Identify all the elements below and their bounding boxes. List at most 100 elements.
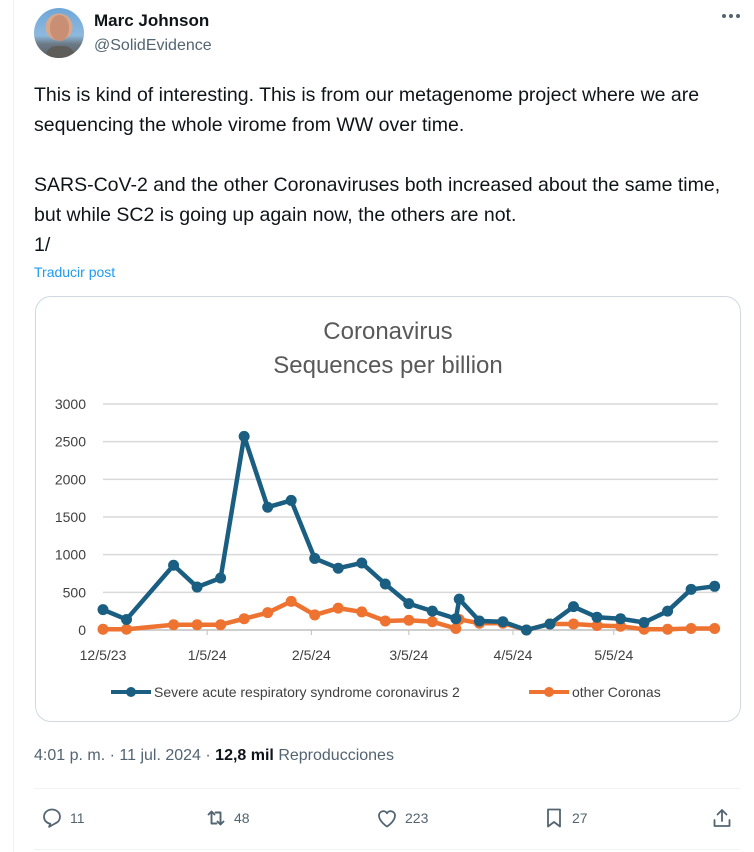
data-point bbox=[450, 613, 462, 625]
y-tick-label: 1500 bbox=[55, 509, 86, 525]
x-tick-label: 12/5/23 bbox=[80, 647, 127, 663]
data-point bbox=[615, 620, 627, 632]
y-tick-label: 2500 bbox=[55, 434, 86, 450]
repost-arrows-icon bbox=[207, 810, 225, 826]
data-point bbox=[403, 614, 415, 626]
y-tick-label: 2000 bbox=[55, 471, 86, 487]
data-point bbox=[285, 494, 297, 506]
data-point bbox=[168, 559, 180, 571]
data-point bbox=[332, 602, 344, 614]
data-point bbox=[591, 619, 603, 631]
y-tick-label: 1000 bbox=[55, 547, 86, 563]
views-label: Reproducciones bbox=[278, 747, 394, 764]
share-upload-icon bbox=[713, 809, 731, 827]
x-tick-label: 5/5/24 bbox=[594, 647, 633, 663]
chart-image[interactable]: Coronavirus Sequences per billion 0 500 10… bbox=[35, 296, 741, 722]
speech-bubble-icon bbox=[43, 808, 61, 828]
data-point bbox=[309, 552, 321, 564]
legend-label-sars-cov-2: Severe acute respiratory syndrome corona… bbox=[154, 684, 460, 700]
data-point bbox=[685, 583, 697, 595]
timeline-divider bbox=[13, 0, 14, 852]
x-tick-label: 2/5/24 bbox=[292, 647, 331, 663]
bookmark-icon bbox=[547, 808, 561, 828]
y-tick-label: 3000 bbox=[55, 396, 86, 412]
x-tick-label: 3/5/24 bbox=[389, 647, 428, 663]
author-name[interactable]: Marc Johnson bbox=[94, 11, 210, 30]
post-meta: 4:01 p. m. · 11 jul. 2024 · 12,8 mil Rep… bbox=[34, 747, 394, 765]
data-point bbox=[191, 619, 203, 631]
data-point bbox=[309, 609, 321, 621]
data-point bbox=[97, 604, 109, 616]
post-date[interactable]: 11 jul. 2024 bbox=[119, 747, 201, 764]
divider bbox=[34, 849, 740, 850]
data-point bbox=[215, 572, 227, 584]
y-tick-label: 500 bbox=[63, 584, 87, 600]
bookmark-button[interactable]: 27 bbox=[542, 806, 588, 830]
legend-label-other-coronas: other Coronas bbox=[572, 684, 661, 700]
views-count: 12,8 mil bbox=[215, 747, 274, 764]
data-point bbox=[238, 613, 250, 625]
translate-post-link[interactable]: Traducir post bbox=[34, 264, 116, 280]
data-point bbox=[615, 613, 627, 625]
data-point bbox=[356, 606, 368, 618]
data-point bbox=[191, 581, 203, 593]
data-point bbox=[262, 607, 274, 619]
data-point bbox=[426, 605, 438, 617]
like-count: 223 bbox=[405, 810, 429, 826]
data-point bbox=[285, 595, 297, 607]
data-point bbox=[662, 605, 674, 617]
post-time[interactable]: 4:01 p. m. bbox=[34, 747, 106, 764]
data-point bbox=[520, 624, 532, 636]
data-point bbox=[168, 619, 180, 631]
reply-button[interactable]: 11 bbox=[40, 806, 85, 830]
divider bbox=[34, 788, 740, 789]
heart-icon bbox=[378, 810, 396, 828]
y-tick-label: 0 bbox=[78, 622, 86, 638]
data-point bbox=[379, 615, 391, 627]
data-point bbox=[497, 616, 509, 628]
line-chart: Coronavirus Sequences per billion 0 500 10… bbox=[55, 318, 721, 700]
data-point bbox=[450, 622, 462, 634]
data-point bbox=[332, 562, 344, 574]
chart-title: Coronavirus bbox=[323, 318, 452, 345]
legend-marker-other-coronas bbox=[544, 687, 554, 697]
meta-separator: · bbox=[109, 747, 115, 764]
data-point bbox=[567, 601, 579, 613]
bookmark-count: 27 bbox=[572, 810, 588, 826]
data-point bbox=[121, 613, 133, 625]
x-tick-label: 4/5/24 bbox=[494, 647, 533, 663]
chart-legend: Severe acute respiratory syndrome corona… bbox=[111, 684, 661, 700]
author-handle[interactable]: @SolidEvidence bbox=[94, 37, 212, 54]
data-point bbox=[567, 618, 579, 630]
data-point bbox=[215, 619, 227, 631]
data-point bbox=[473, 615, 485, 627]
data-point bbox=[238, 430, 250, 442]
repost-count: 48 bbox=[234, 810, 250, 826]
data-point bbox=[662, 623, 674, 635]
data-point bbox=[426, 616, 438, 628]
avatar-shirt bbox=[46, 46, 74, 58]
series-sars-cov-2 bbox=[97, 430, 721, 636]
data-point bbox=[379, 578, 391, 590]
like-button[interactable]: 223 bbox=[375, 806, 428, 830]
more-horizontal-icon[interactable] bbox=[722, 14, 740, 18]
data-point bbox=[121, 623, 133, 635]
x-tick-label: 1/5/24 bbox=[188, 647, 227, 663]
data-point bbox=[403, 598, 415, 610]
share-button[interactable] bbox=[710, 806, 734, 830]
avatar-head bbox=[50, 15, 69, 41]
action-bar: 11 48 223 27 bbox=[34, 806, 740, 836]
repost-button[interactable]: 48 bbox=[204, 806, 250, 830]
meta-separator: · bbox=[205, 747, 211, 764]
avatar[interactable] bbox=[34, 8, 84, 58]
chart-subtitle: Sequences per billion bbox=[273, 352, 503, 379]
data-point bbox=[544, 618, 556, 630]
data-point bbox=[638, 616, 650, 628]
data-point bbox=[591, 611, 603, 623]
reply-count: 11 bbox=[70, 810, 85, 826]
tweet-text: This is kind of interesting. This is fro… bbox=[34, 84, 721, 256]
legend-marker-sars-cov-2 bbox=[126, 687, 136, 697]
data-point bbox=[453, 593, 465, 605]
data-point bbox=[709, 580, 721, 592]
data-point bbox=[356, 557, 368, 569]
